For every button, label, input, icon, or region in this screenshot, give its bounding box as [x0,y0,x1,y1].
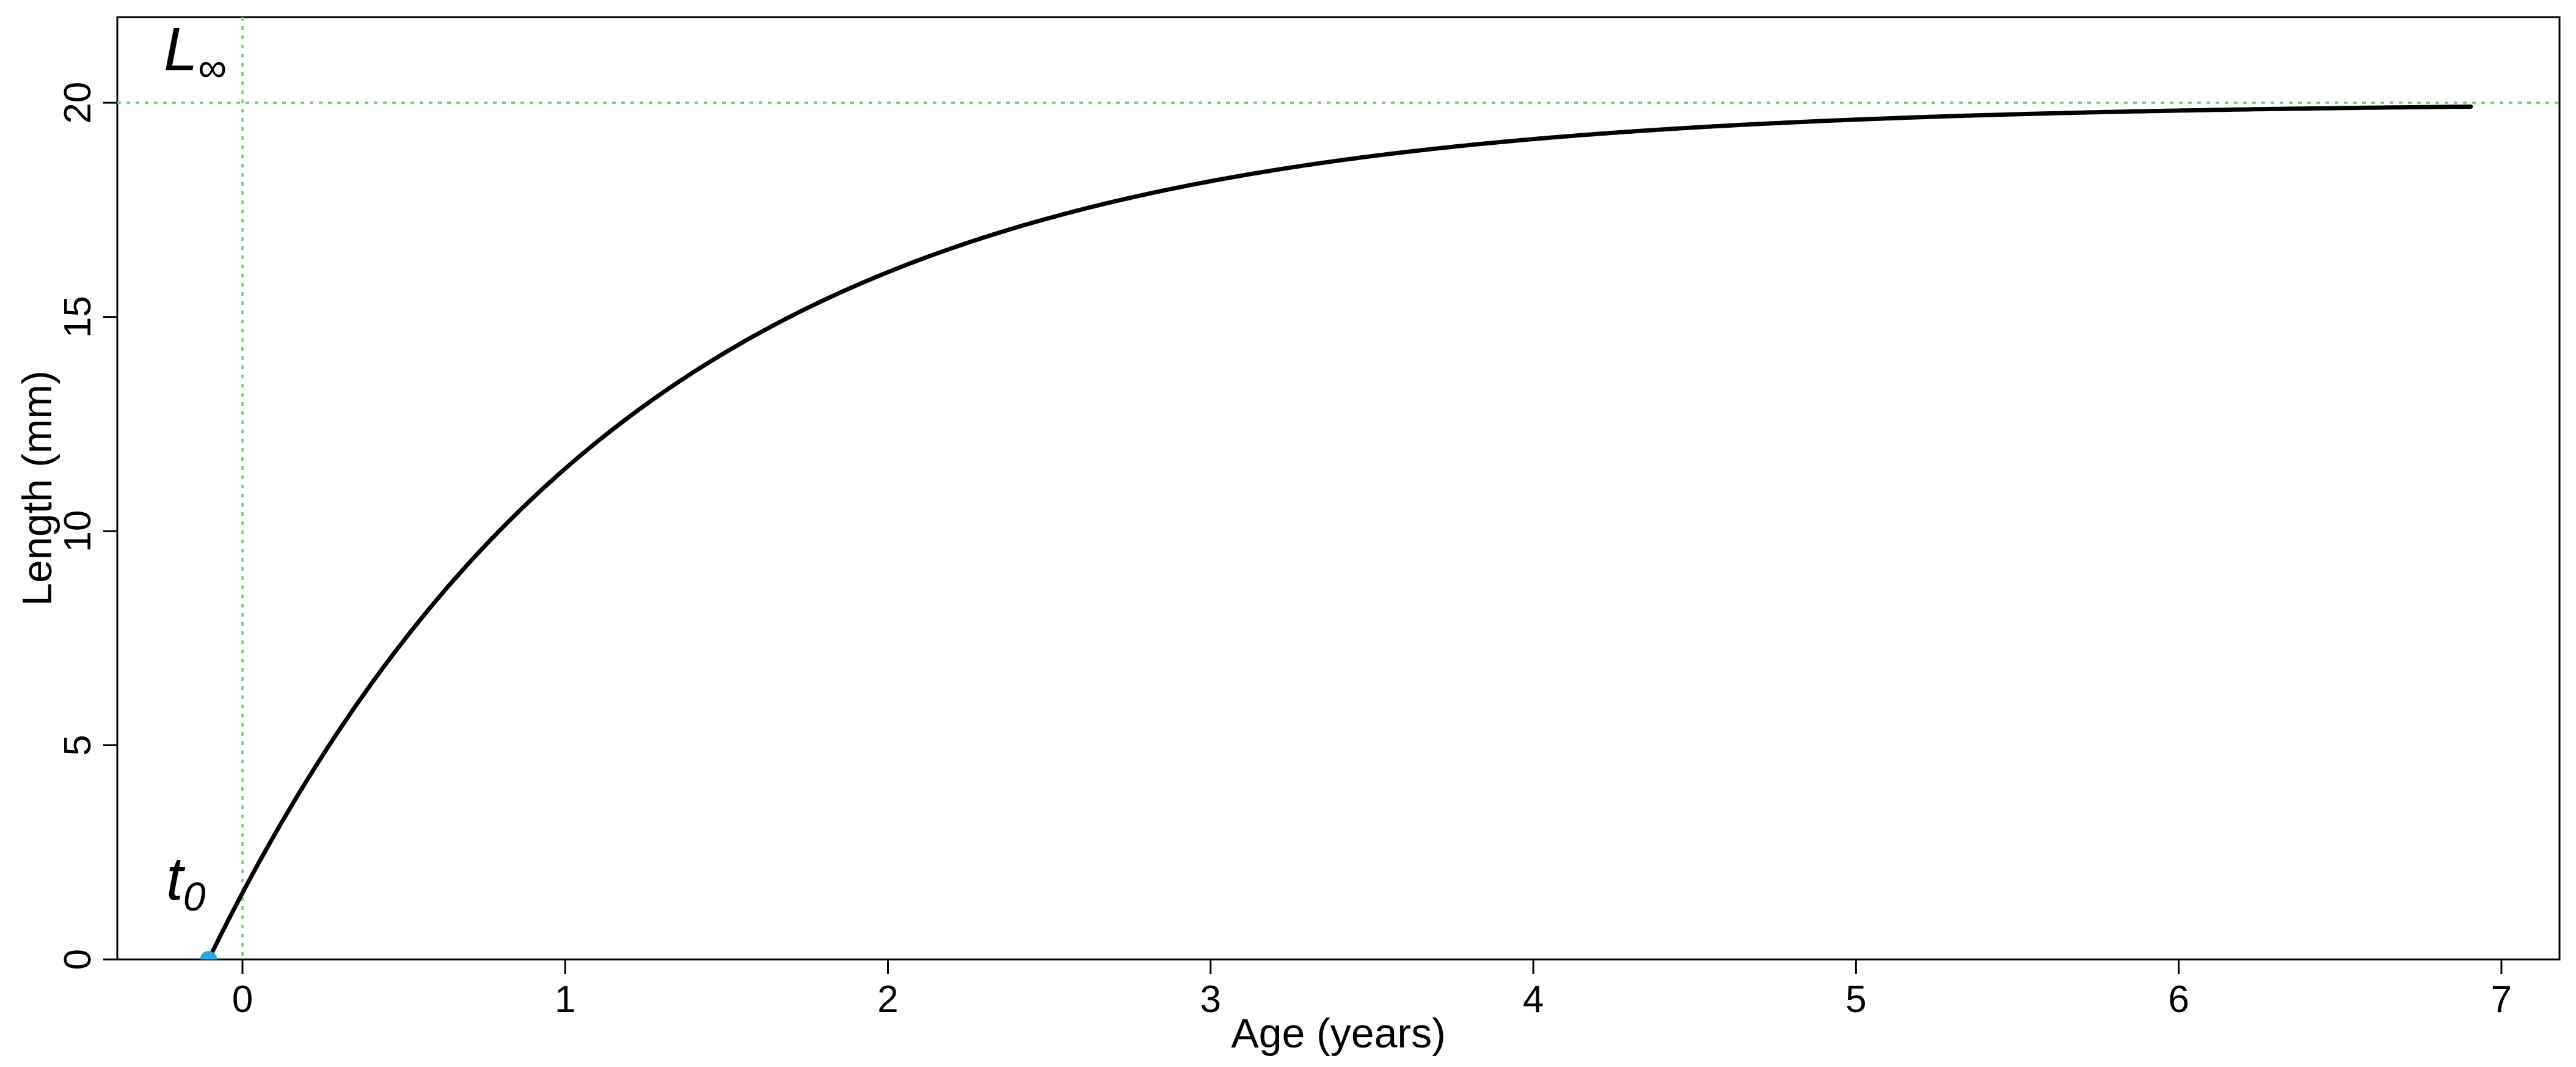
x-axis-tick-label: 6 [2168,978,2189,1021]
x-axis-tick-label: 5 [1845,978,1866,1021]
plot-border-box [116,16,2561,961]
x-axis-tick-label: 1 [555,978,575,1021]
y-axis-tick-label: 20 [57,82,99,124]
x-axis-tick-label: 2 [877,978,898,1021]
y-axis-tick-label: 5 [57,735,99,755]
x-axis-tick-label: 3 [1200,978,1221,1021]
t0-label: t0 [166,845,206,919]
y-axis-tick-label: 0 [57,949,99,970]
t0-label-subscript: 0 [183,874,206,919]
y-axis-tick-label: 15 [57,296,99,338]
growth-curve [206,105,2473,959]
y-axis-title: Length (mm) [14,370,60,606]
linf-asymptote-label: L∞ [164,15,227,90]
t0-label-main: t [166,845,186,913]
x-axis-tick-label: 0 [232,978,253,1021]
x-axis-title: Age (years) [1231,1010,1445,1057]
linf-label-main: L [164,15,198,84]
t0-point [200,951,217,959]
y-axis-tick-label: 10 [57,510,99,552]
plot-generated-layer: 0 1 2 3 4 5 6 7 0 5 10 15 20 [57,17,2560,1021]
linf-label-subscript: ∞ [198,45,227,90]
x-axis-tick-label: 7 [2491,978,2512,1021]
x-axis-tick-label: 4 [1523,978,1544,1021]
